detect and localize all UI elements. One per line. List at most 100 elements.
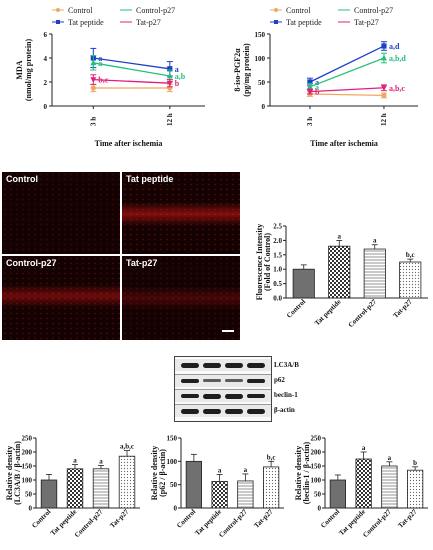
bar: [237, 480, 254, 509]
significance-label: a,b: [175, 72, 186, 81]
significance-label: a: [98, 54, 102, 63]
protein-band: [225, 379, 243, 382]
blot-row-actin: [175, 404, 271, 417]
significance-label: a: [218, 466, 222, 474]
bar: [292, 268, 315, 299]
data-point: [166, 80, 173, 87]
significance-label: b,c: [98, 76, 108, 85]
legend-label-control: Control: [68, 6, 93, 15]
significance-label: a: [362, 444, 366, 452]
blot-row-beclin: [175, 389, 271, 402]
y-axis-title: (beclin-1 / β-actin): [302, 441, 311, 504]
protein-band: [203, 394, 221, 399]
significance-label: a,b,c: [389, 84, 405, 93]
legend-marker-control: [56, 8, 60, 12]
y-axis-title: Fluorescence Intensity: [255, 224, 264, 301]
x-tick-label: Tat-p27: [392, 297, 414, 319]
data-point: [307, 79, 313, 85]
legend-marker-control: [274, 8, 278, 12]
y-tick-label: 4: [44, 55, 48, 63]
x-tick-label: 12 h: [380, 113, 388, 126]
blot-row-lc3: [175, 359, 271, 371]
y-tick-label: 100: [22, 477, 33, 485]
significance-label: a: [315, 83, 319, 92]
bar: [399, 261, 422, 299]
y-tick-label: 150: [167, 435, 178, 443]
y-tick-label: 200: [311, 449, 322, 457]
micrograph-control: Control: [2, 172, 120, 254]
data-point: [166, 72, 173, 79]
series-control-p27: a a,b: [90, 55, 186, 83]
bar: [118, 455, 136, 509]
y-tick-label: 0.5: [273, 280, 282, 288]
data-point: [167, 66, 173, 72]
mda-line-chart: Control Control-p27 Tat peptide Tat-p27 …: [15, 6, 205, 148]
x-tick-label: Control-p27: [217, 507, 249, 539]
series-line: [309, 57, 385, 88]
x-tick-label: 3 h: [89, 117, 97, 126]
series-line: [309, 87, 384, 93]
protein-band: [203, 363, 221, 368]
significance-label: a: [388, 454, 392, 462]
y-tick-label: 200: [22, 449, 33, 457]
significance-label: b: [315, 88, 320, 97]
x-tick-label: Control-p27: [73, 507, 105, 539]
blot-label-lc3: LC3A/B: [274, 361, 299, 369]
x-tick-label: Tat-p27: [253, 507, 275, 529]
bar: [329, 479, 347, 509]
significance-label: a,b,d: [389, 54, 406, 63]
x-axis-title: Time after ischemia: [310, 139, 378, 148]
legend-label-tat-peptide: Tat peptide: [68, 18, 104, 27]
protein-band: [247, 363, 265, 368]
protein-band: [203, 409, 221, 414]
western-blot: [174, 356, 272, 422]
bar: [263, 466, 280, 509]
y-tick-label: 2: [44, 79, 48, 87]
legend-marker-tat-peptide: [274, 20, 278, 24]
series-tat-peptide: a a,d: [306, 41, 400, 87]
series-tat-peptide: aa: [90, 47, 179, 77]
micrograph-label-control-p27: Control-p27: [6, 258, 57, 268]
significance-label: b,c: [406, 251, 415, 259]
x-tick-label: Control: [175, 508, 197, 530]
micrograph-label-tat-p27: Tat-p27: [126, 258, 158, 268]
series-line: [93, 78, 170, 84]
micrograph-texture: [2, 172, 120, 254]
isoprostane-line-chart: Control Control-p27 Tat peptide Tat-p27 …: [233, 6, 418, 148]
data-point: [90, 85, 96, 91]
data-point: [381, 43, 387, 49]
micrograph-texture: [122, 256, 240, 340]
bar: [185, 460, 203, 509]
bar: [381, 465, 398, 509]
significance-label: a,d: [389, 42, 400, 51]
x-tick-label: Tat-p27: [397, 507, 419, 529]
isoprostane-legend: Control Control-p27 Tat peptide Tat-p27: [270, 6, 393, 27]
y-tick-label: 1.0: [273, 266, 282, 274]
series-line: [93, 62, 170, 77]
bar: [407, 469, 424, 509]
y-tick-label: 0: [318, 505, 322, 513]
micrograph-texture: [2, 256, 120, 340]
blot-label-actin: β-actin: [274, 406, 295, 414]
bar: [328, 245, 351, 299]
legend-label-control: Control: [286, 6, 311, 15]
micrograph-tat-peptide: Tat peptide: [122, 172, 240, 254]
micrograph-control-p27: Control-p27: [2, 256, 120, 340]
protein-band: [225, 409, 243, 414]
y-axis-title: (LC3A/B / β-actin): [13, 441, 22, 505]
protein-band: [181, 409, 199, 414]
x-tick-label: Control: [285, 298, 307, 320]
legend-label-tat-p27: Tat-p27: [136, 18, 161, 27]
micrograph-tat-p27: Tat-p27: [122, 256, 240, 340]
bar: [66, 468, 84, 509]
y-tick-label: 2.0: [273, 237, 282, 245]
y-tick-label: 100: [255, 55, 266, 63]
y-tick-label: 50: [25, 491, 33, 499]
x-axis-title: Time after ischemia: [95, 139, 163, 148]
y-axis-title: (nmol/mg protein): [24, 39, 33, 102]
data-point: [380, 85, 387, 91]
data-point: [380, 54, 387, 61]
